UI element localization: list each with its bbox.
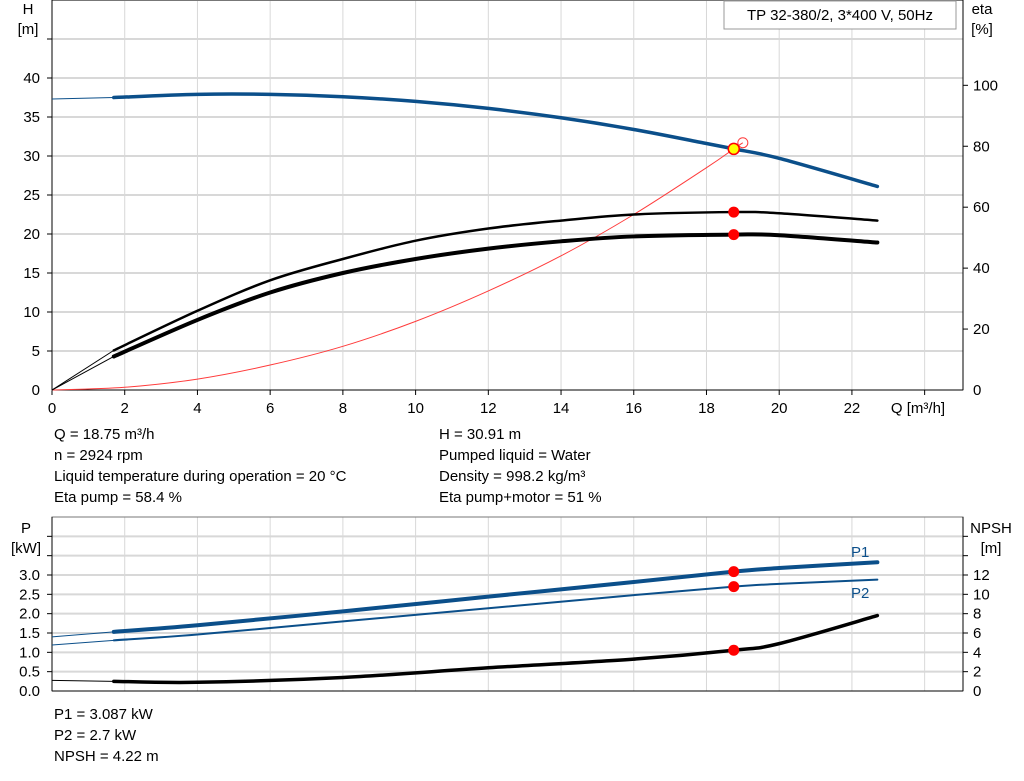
- eta-axis-name: eta: [972, 1, 994, 18]
- npsh-curve: [112, 613, 880, 685]
- system-curve: [51, 142, 744, 391]
- npsh-tick-label: 8: [973, 606, 981, 623]
- legend-box-text: TP 32-380/2, 3*400 V, 50Hz: [747, 7, 933, 24]
- tick-labels: 0 2 4 6 8 10 12 14 16 18 20 22051015202530354002040…: [19, 70, 998, 700]
- eta-tick-label: 60: [973, 199, 990, 216]
- p2-curve-extension: [51, 639, 114, 646]
- q-axis-label: Q [m³/h]: [891, 400, 945, 417]
- eta-tick-label: 0: [973, 382, 981, 399]
- eta-pump-motor-curve: [111, 232, 880, 359]
- duty-point-npsh: [728, 644, 740, 656]
- x-tick-label: 10: [407, 400, 424, 417]
- head-curve: [112, 92, 880, 189]
- duty-point-eta-pump-motor: [728, 229, 740, 241]
- npsh-tick-label: 0: [973, 683, 981, 700]
- eta-pump-curve-extension: [51, 349, 115, 391]
- eta-tick-label: 20: [973, 321, 990, 338]
- x-tick-label: 2: [121, 400, 129, 417]
- system-curve-end-marker: [737, 137, 749, 149]
- top-grid: [47, 0, 968, 395]
- npsh-curve-extension: [51, 679, 114, 682]
- duty-point-p1: [728, 566, 740, 578]
- h-tick-label: 20: [23, 226, 40, 243]
- h-tick-label: 15: [23, 265, 40, 282]
- p2-curve: [112, 578, 879, 642]
- h-tick-label: 25: [23, 187, 40, 204]
- p2-curve-label: P2: [851, 585, 869, 602]
- duty-point-p2: [728, 581, 740, 593]
- npsh-tick-label: 2: [973, 664, 981, 681]
- eta-tick-label: 80: [973, 138, 990, 155]
- info-head: H = 30.91 m: [439, 426, 522, 443]
- x-tick-label: 20: [771, 400, 788, 417]
- p-axis-name: P: [21, 520, 31, 537]
- h-tick-label: 10: [23, 304, 40, 321]
- p-tick-label: 0.0: [19, 683, 40, 700]
- npsh-axis-unit: [m]: [981, 540, 1002, 557]
- x-tick-label: 0: [48, 400, 56, 417]
- h-tick-label: 40: [23, 70, 40, 87]
- p-axis-unit: [kW]: [11, 540, 41, 557]
- npsh-axis-name: NPSH: [970, 520, 1012, 537]
- h-axis-name: H: [23, 1, 34, 18]
- info-flow: Q = 18.75 m³/h: [54, 426, 155, 443]
- npsh-tick-label: 12: [973, 567, 990, 584]
- h-tick-label: 0: [32, 382, 40, 399]
- duty-point-eta-pump: [728, 206, 740, 218]
- info-liquid: Pumped liquid = Water: [439, 447, 591, 464]
- eta-axis-unit: [%]: [971, 21, 993, 38]
- h-axis-unit: [m]: [18, 21, 39, 38]
- duty-point-head: [727, 142, 740, 156]
- eta-pump-curve: [112, 210, 879, 352]
- x-tick-label: 18: [698, 400, 715, 417]
- p1-curve-extension: [51, 631, 114, 638]
- h-tick-label: 5: [32, 343, 40, 360]
- x-tick-label: 22: [844, 400, 861, 417]
- duty-info-left: Q = 18.75 m³/h n = 2924 rpm Liquid tempe…: [54, 424, 346, 508]
- p1-curve: [111, 560, 880, 634]
- eta-pump-motor-curve-extension: [51, 356, 115, 391]
- npsh-tick-label: 4: [973, 644, 981, 661]
- bottom-grid: [47, 516, 968, 692]
- duty-info-right: H = 30.91 m Pumped liquid = Water Densit…: [439, 424, 602, 508]
- curves: [51, 92, 880, 685]
- x-tick-label: 4: [193, 400, 201, 417]
- x-tick-label: 12: [480, 400, 497, 417]
- info-speed: n = 2924 rpm: [54, 447, 143, 464]
- npsh-tick-label: 6: [973, 625, 981, 642]
- p-tick-label: 2.0: [19, 606, 40, 623]
- info-eta-pump: Eta pump = 58.4 %: [54, 489, 182, 506]
- p-tick-label: 0.5: [19, 664, 40, 681]
- info-density: Density = 998.2 kg/m³: [439, 468, 586, 485]
- x-tick-label: 16: [625, 400, 642, 417]
- p-tick-label: 1.0: [19, 644, 40, 661]
- p-tick-label: 1.5: [19, 625, 40, 642]
- p1-curve-label: P1: [851, 544, 869, 561]
- info-temperature: Liquid temperature during operation = 20…: [54, 468, 347, 485]
- h-tick-label: 30: [23, 148, 40, 165]
- x-tick-label: 6: [266, 400, 274, 417]
- p-tick-label: 3.0: [19, 567, 40, 584]
- npsh-tick-label: 10: [973, 586, 990, 603]
- h-tick-label: 35: [23, 109, 40, 126]
- info-p1: P1 = 3.087 kW: [54, 706, 153, 723]
- info-p2: P2 = 2.7 kW: [54, 727, 137, 744]
- x-tick-label: 8: [339, 400, 347, 417]
- duty-info-bottom: P1 = 3.087 kW P2 = 2.7 kW NPSH = 4.22 m: [54, 704, 159, 767]
- x-tick-label: 14: [553, 400, 570, 417]
- p-tick-label: 2.5: [19, 586, 40, 603]
- info-npsh: NPSH = 4.22 m: [54, 748, 159, 765]
- head-curve-extension: [51, 97, 114, 100]
- info-eta-pump-motor: Eta pump+motor = 51 %: [439, 489, 602, 506]
- eta-tick-label: 100: [973, 77, 998, 94]
- legend-box: [723, 0, 957, 30]
- eta-tick-label: 40: [973, 260, 990, 277]
